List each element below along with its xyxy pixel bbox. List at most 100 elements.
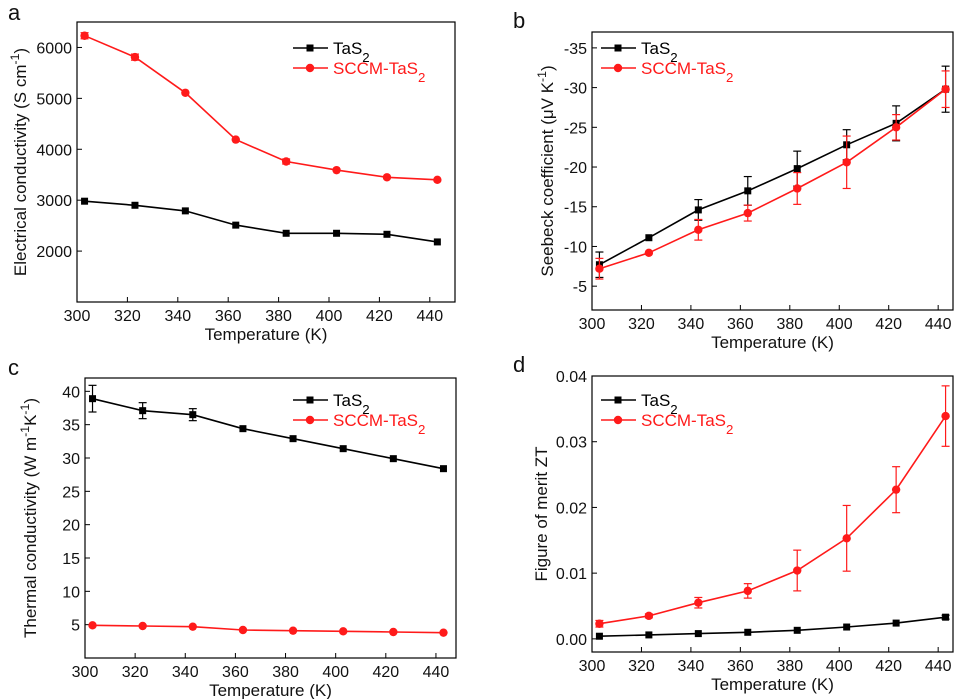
- series-line: [92, 624, 444, 634]
- x-tick-label: 300: [579, 316, 606, 333]
- data-point: [941, 411, 950, 421]
- x-tick-label: 300: [579, 658, 606, 675]
- legend-label: SCCM-TaS2: [333, 411, 425, 437]
- y-tick-label: 5: [71, 618, 80, 635]
- y-tick-label: -30: [564, 81, 587, 98]
- x-tick-label: 440: [423, 664, 450, 681]
- x-axis-label: Temperature (K): [205, 325, 328, 344]
- series-line: [599, 415, 947, 625]
- data-point: [289, 435, 297, 443]
- legend-label: TaS2: [333, 391, 370, 417]
- plot-frame: [84, 377, 457, 659]
- legend-marker: [613, 415, 623, 425]
- data-point: [433, 238, 441, 246]
- legend-label: TaS2: [641, 39, 678, 65]
- y-tick-label: 4000: [36, 142, 72, 159]
- series-sccm-tas2: [88, 621, 448, 637]
- series-sccm-tas2: [80, 31, 442, 185]
- data-point: [188, 622, 197, 631]
- data-point: [744, 187, 752, 195]
- data-point: [139, 407, 147, 415]
- panel-label: a: [8, 0, 21, 25]
- data-point: [645, 234, 653, 242]
- legend-label: SCCM-TaS2: [641, 59, 733, 85]
- y-tick-label: 25: [62, 484, 80, 501]
- data-point: [892, 619, 900, 627]
- data-point: [131, 201, 139, 209]
- x-tick-label: 400: [826, 658, 853, 675]
- x-tick-label: 420: [372, 664, 399, 681]
- y-tick-label: 6000: [36, 40, 72, 57]
- data-point: [743, 586, 752, 596]
- y-tick-label: 0.01: [556, 566, 587, 583]
- y-tick-label: 10: [62, 584, 80, 601]
- plot-frame: [591, 375, 954, 653]
- series-line: [599, 88, 947, 270]
- y-tick-label: 0.02: [556, 500, 587, 517]
- x-tick-label: 380: [272, 664, 299, 681]
- series-line: [84, 34, 438, 181]
- y-tick-label: 0.00: [556, 632, 587, 649]
- x-tick-label: 320: [122, 664, 149, 681]
- data-point: [644, 248, 654, 258]
- chart-panel-a: a 300 320 340 360 380 400 420 440 2000 3000 4000 500…: [8, 0, 456, 344]
- data-point: [383, 230, 391, 238]
- y-tick-label: 5000: [36, 91, 72, 108]
- x-tick-label: 440: [925, 658, 952, 675]
- series-tas2: [88, 384, 447, 473]
- y-axis-label: Thermal conductivity (W m-1K-1): [18, 398, 40, 638]
- plot-frame: [76, 21, 456, 303]
- data-point: [942, 613, 950, 621]
- data-point: [694, 225, 703, 234]
- series-sccm-tas2: [595, 385, 950, 628]
- data-point: [439, 465, 447, 473]
- data-point: [239, 425, 247, 433]
- data-point: [595, 264, 604, 273]
- data-point: [595, 619, 604, 628]
- data-point: [694, 206, 702, 214]
- panel-label: d: [513, 352, 525, 377]
- data-point: [694, 598, 703, 607]
- legend-marker: [614, 44, 622, 52]
- legend-marker: [305, 415, 315, 425]
- data-point: [439, 628, 448, 637]
- data-point: [389, 627, 398, 637]
- series-line: [84, 200, 438, 243]
- data-point: [181, 207, 189, 215]
- data-point: [842, 534, 851, 543]
- y-tick-label: 20: [62, 518, 80, 535]
- y-tick-label: 0.03: [556, 435, 587, 452]
- legend-label: SCCM-TaS2: [333, 59, 425, 85]
- data-point: [288, 626, 298, 635]
- legend-label: SCCM-TaS2: [641, 411, 733, 437]
- y-tick-label: 2000: [36, 244, 72, 261]
- x-tick-label: 340: [678, 658, 705, 675]
- x-tick-label: 360: [215, 308, 242, 325]
- data-point: [181, 88, 190, 97]
- data-point: [891, 123, 901, 132]
- data-point: [338, 627, 348, 636]
- legend-marker: [305, 63, 315, 73]
- legend-label: TaS2: [333, 39, 370, 65]
- x-tick-label: 300: [72, 664, 99, 681]
- data-point: [238, 625, 248, 635]
- data-point: [891, 485, 901, 494]
- series-sccm-tas2: [595, 70, 950, 280]
- y-tick-label: -25: [564, 120, 587, 137]
- data-point: [281, 157, 291, 166]
- x-tick-label: 400: [322, 664, 349, 681]
- x-tick-label: 320: [628, 316, 655, 333]
- data-point: [644, 611, 654, 621]
- data-point: [232, 221, 240, 229]
- panel-label: c: [8, 355, 19, 380]
- series-tas2: [595, 613, 950, 640]
- data-point: [339, 445, 347, 453]
- data-point: [744, 628, 752, 636]
- data-point: [89, 395, 97, 403]
- plot-frame: [591, 31, 954, 311]
- legend-marker: [613, 63, 623, 73]
- data-point: [130, 52, 140, 62]
